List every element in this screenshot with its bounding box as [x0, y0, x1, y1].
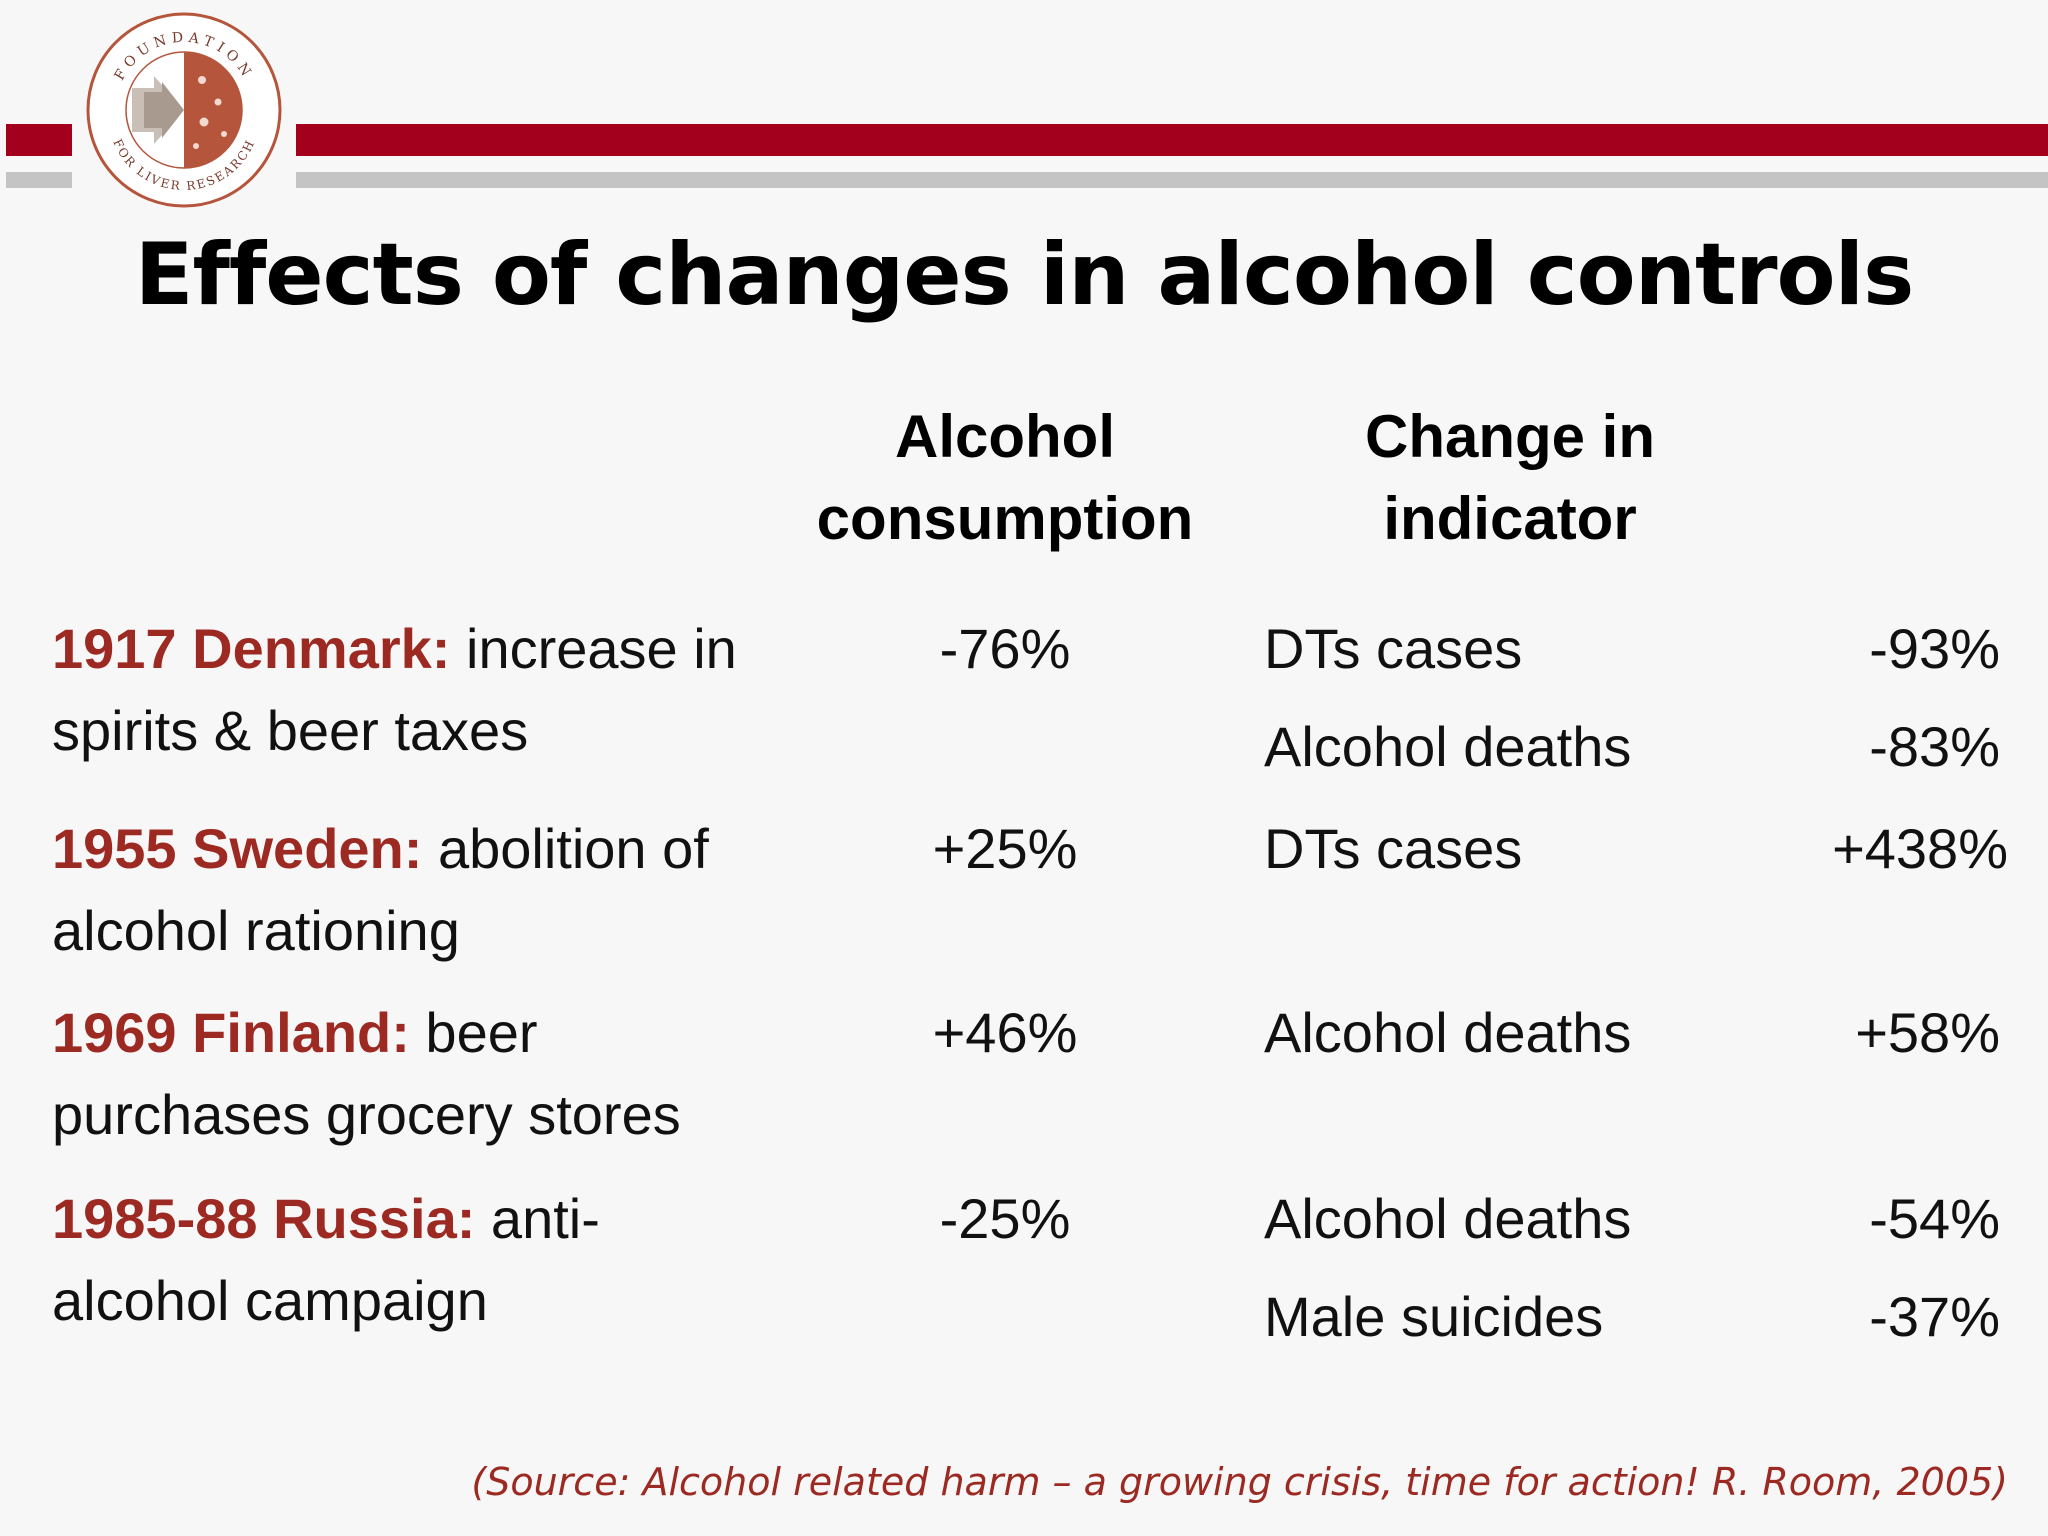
header-rule-grey-left [6, 172, 72, 188]
header-indicator-line2: indicator [1383, 485, 1637, 552]
event-denmark: 1917 Denmark: increase in spirits & beer… [52, 608, 772, 772]
indicator-sweden-1: DTs cases [1264, 817, 1523, 880]
header-indicator-line1: Change in [1364, 403, 1655, 470]
slide-title: Effects of changes in alcohol controls [134, 225, 1915, 325]
event-russia: 1985-88 Russia: anti-alcohol campaign [52, 1178, 692, 1342]
indicator-finland-1: Alcohol deaths [1264, 1001, 1632, 1064]
change-denmark-2: -83% [1869, 715, 2000, 778]
header-rule-red-left [6, 124, 72, 156]
event-finland-text: beer purchases grocery stores [52, 1001, 681, 1146]
indicator-russia-2: Male suicides [1264, 1285, 1604, 1348]
event-denmark-text: increase in spirits & beer taxes [52, 617, 737, 762]
event-finland: 1969 Finland: beer purchases grocery sto… [52, 992, 772, 1156]
consumption-finland: +46% [932, 1001, 1078, 1064]
change-finland-1: +58% [1855, 1001, 2000, 1064]
consumption-denmark: -76% [939, 617, 1071, 680]
consumption-russia: -25% [939, 1187, 1071, 1250]
indicator-russia-1: Alcohol deaths [1264, 1187, 1632, 1250]
header-rule-grey [296, 172, 2048, 188]
change-denmark-1: -93% [1869, 617, 2000, 680]
event-russia-text: anti-alcohol campaign [52, 1187, 600, 1332]
header-consumption-line2: consumption [816, 485, 1194, 552]
change-russia-1: -54% [1869, 1187, 2000, 1250]
event-sweden-heading: 1955 Sweden: [52, 817, 423, 880]
event-sweden: 1955 Sweden: abolition of alcohol ration… [52, 808, 772, 972]
header-consumption-line1: Alcohol [895, 403, 1115, 470]
change-russia-2: -37% [1869, 1285, 2000, 1348]
header-alcohol-consumption: Alcohol consumption [790, 396, 1220, 560]
change-sweden-1: +438% [1832, 817, 2008, 880]
foundation-logo: FOUNDATION FOR LIVER RESEARCH [84, 10, 284, 210]
event-sweden-text: abolition of alcohol rationing [52, 817, 709, 962]
event-denmark-heading: 1917 Denmark: [52, 617, 451, 680]
indicator-denmark-1: DTs cases [1264, 617, 1523, 680]
consumption-sweden: +25% [932, 817, 1078, 880]
indicator-denmark-2: Alcohol deaths [1264, 715, 1632, 778]
header-rule-red [296, 124, 2048, 156]
event-finland-heading: 1969 Finland: [52, 1001, 410, 1064]
source-citation: (Source: Alcohol related harm – a growin… [471, 1460, 2008, 1504]
header-change-in-indicator: Change in indicator [1300, 396, 1720, 560]
event-russia-heading: 1985-88 Russia: [52, 1187, 476, 1250]
